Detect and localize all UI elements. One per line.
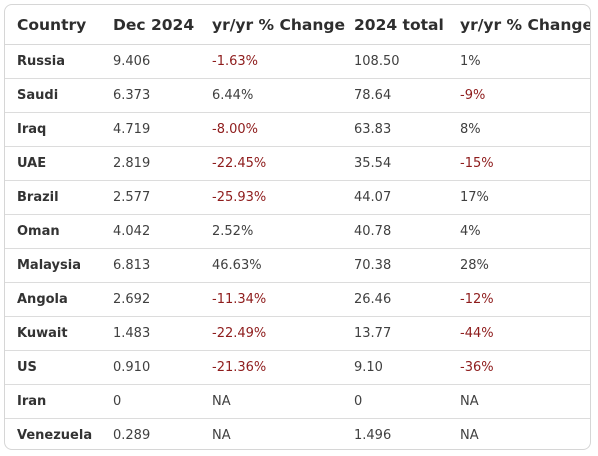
cell-dec-2024: 2.692: [101, 282, 200, 317]
cell-dec-2024: 0.289: [113, 428, 151, 443]
cell-dec-change: 46.63%: [200, 248, 342, 283]
cell-total-change: -12%: [448, 282, 590, 317]
cell-dec-change: -22.45%: [200, 146, 342, 181]
table-row: Brazil 2.577 -25.93% 44.07 17%: [5, 180, 590, 215]
cell-country: UAE: [5, 146, 101, 181]
table-row: Iran 0 NA 0 NA: [5, 384, 590, 419]
cell-total-change: 4%: [448, 214, 590, 249]
cell-country: Malaysia: [5, 248, 101, 283]
cell-dec-2024: 0.910: [101, 350, 200, 385]
table-row: Venezuela 0.289 NA 1.496 NA: [5, 419, 590, 450]
cell-total-change: 1%: [448, 44, 590, 79]
cell-total-2024: 40.78: [342, 214, 448, 249]
header-total-2024: 2024 total: [342, 5, 448, 45]
table-header-row: Country Dec 2024 yr/yr % Change 2024 tot…: [5, 5, 590, 45]
cell-country: Kuwait: [5, 316, 101, 351]
cell-country: Venezuela: [17, 428, 93, 443]
cell-total-2024: 70.38: [342, 248, 448, 283]
table-row: Kuwait 1.483 -22.49% 13.77 -44%: [5, 316, 590, 351]
cell-total-2024: 9.10: [342, 350, 448, 385]
cell-total-change: 17%: [448, 180, 590, 215]
cell-total-2024: 26.46: [342, 282, 448, 317]
cell-total-change: -9%: [448, 78, 590, 113]
table-row: Malaysia 6.813 46.63% 70.38 28%: [5, 248, 590, 283]
cell-total-change: NA: [460, 428, 479, 443]
cell-country: US: [5, 350, 101, 385]
cell-total-change: 8%: [448, 112, 590, 147]
cell-dec-2024: 4.042: [101, 214, 200, 249]
cell-dec-change: -8.00%: [200, 112, 342, 147]
table-row: Russia 9.406 -1.63% 108.50 1%: [5, 44, 590, 79]
cell-dec-2024: 9.406: [101, 44, 200, 79]
cell-dec-2024: 0: [101, 384, 200, 419]
table-row: UAE 2.819 -22.45% 35.54 -15%: [5, 146, 590, 181]
cell-country: Iraq: [5, 112, 101, 147]
cell-total-2024: 63.83: [342, 112, 448, 147]
table-body: Russia 9.406 -1.63% 108.50 1% Saudi 6.373 6.44%…: [5, 44, 590, 450]
cell-total-2024: 78.64: [342, 78, 448, 113]
cell-total-change: -15%: [448, 146, 590, 181]
cell-dec-2024: 6.373: [101, 78, 200, 113]
table-row: US 0.910 -21.36% 9.10 -36%: [5, 350, 590, 385]
cell-total-2024: 44.07: [342, 180, 448, 215]
cell-country: Brazil: [5, 180, 101, 215]
cell-total-change: -44%: [448, 316, 590, 351]
cell-country: Angola: [5, 282, 101, 317]
cell-dec-change: -1.63%: [200, 44, 342, 79]
cell-dec-change: 6.44%: [200, 78, 342, 113]
header-total-change: yr/yr % Change: [448, 5, 590, 45]
cell-country: Russia: [5, 44, 101, 79]
cell-country: Iran: [5, 384, 101, 419]
cell-dec-change: -22.49%: [200, 316, 342, 351]
data-table-container: Country Dec 2024 yr/yr % Change 2024 tot…: [4, 4, 591, 450]
cell-dec-change: -11.34%: [200, 282, 342, 317]
cell-dec-2024: 1.483: [101, 316, 200, 351]
cell-total-change: NA: [448, 384, 590, 419]
cell-total-2024: 1.496: [354, 428, 392, 443]
cell-dec-2024: 2.577: [101, 180, 200, 215]
cell-dec-change: 2.52%: [200, 214, 342, 249]
cell-total-change: -36%: [448, 350, 590, 385]
cell-total-2024: 13.77: [342, 316, 448, 351]
table-row: Iraq 4.719 -8.00% 63.83 8%: [5, 112, 590, 147]
header-country: Country: [5, 5, 101, 45]
table-row: Angola 2.692 -11.34% 26.46 -12%: [5, 282, 590, 317]
header-dec-change: yr/yr % Change: [200, 5, 345, 45]
table-row: Oman 4.042 2.52% 40.78 4%: [5, 214, 590, 249]
cell-total-change: 28%: [448, 248, 590, 283]
cell-dec-2024: 6.813: [101, 248, 200, 283]
cell-dec-2024: 2.819: [101, 146, 200, 181]
cell-dec-change: -21.36%: [200, 350, 342, 385]
cell-dec-change: NA: [200, 384, 342, 419]
header-dec-2024: Dec 2024: [101, 5, 200, 45]
cell-country: Saudi: [5, 78, 101, 113]
cell-total-2024: 108.50: [342, 44, 448, 79]
cell-dec-2024: 4.719: [101, 112, 200, 147]
cell-total-2024: 0: [342, 384, 448, 419]
table-row: Saudi 6.373 6.44% 78.64 -9%: [5, 78, 590, 113]
cell-dec-change: -25.93%: [200, 180, 342, 215]
cell-dec-change: NA: [212, 428, 231, 443]
country-change-table: Country Dec 2024 yr/yr % Change 2024 tot…: [5, 5, 590, 450]
cell-country: Oman: [5, 214, 101, 249]
cell-total-2024: 35.54: [342, 146, 448, 181]
